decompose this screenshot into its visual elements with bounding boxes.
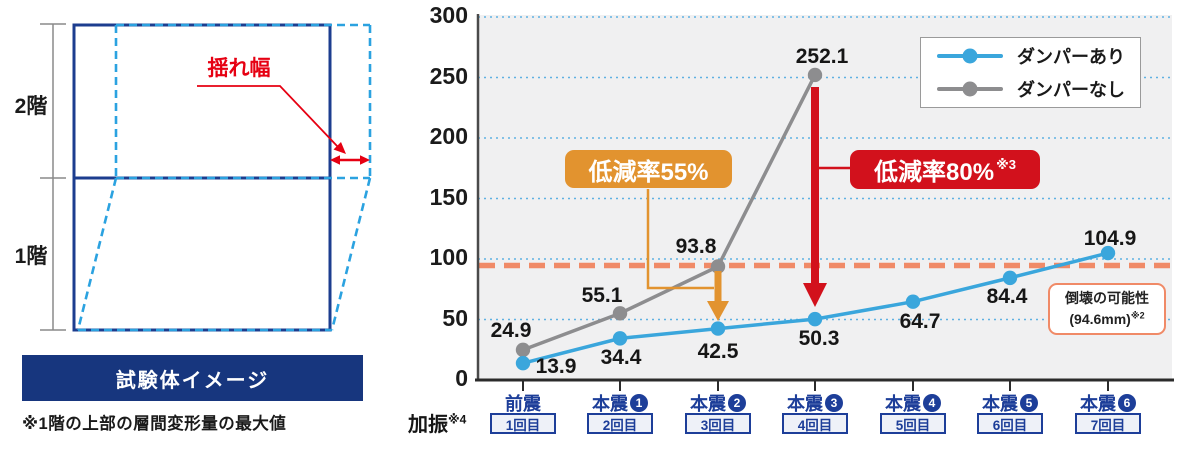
- y-axis-tick-label: 250: [429, 62, 468, 89]
- data-point-label: 104.9: [1083, 227, 1137, 251]
- reduction-80-arrow: [803, 87, 850, 307]
- data-point-label: 42.5: [697, 339, 739, 363]
- y-axis-tick-label: 300: [429, 2, 468, 28]
- legend-dot-icon: [962, 48, 978, 64]
- data-point-label: 24.9: [490, 318, 532, 342]
- data-point-label: 55.1: [581, 284, 623, 308]
- x-axis-footnote-marker: ※4: [448, 412, 467, 427]
- x-category-label: 本震 3: [760, 392, 870, 414]
- specimen-diagram: [40, 23, 372, 332]
- data-point-label: 252.1: [795, 44, 849, 68]
- legend-label: ダンパーあり: [1017, 47, 1125, 67]
- y-axis-tick-label: 150: [429, 183, 468, 210]
- x-category-number-badge: 5: [1020, 393, 1038, 412]
- x-axis-title: 加振※4: [408, 412, 467, 436]
- chart-series: [515, 67, 1116, 371]
- sway-width-label: 揺れ幅: [207, 57, 271, 80]
- x-category-label: 本震 4: [858, 392, 968, 414]
- chart-legend: ダンパーあり ダンパーなし: [920, 37, 1141, 108]
- chart-axes: [475, 14, 1174, 382]
- x-category-number-badge: 4: [923, 393, 941, 412]
- floor2-label: 2階: [14, 95, 48, 118]
- y-axis-tick-label: 50: [442, 304, 468, 331]
- collapse-risk-callout: 倒壊の可能性 (94.6mm)※2: [1048, 283, 1166, 335]
- x-category-round-label: 1回目: [490, 413, 556, 434]
- legend-dot-icon: [962, 81, 978, 97]
- x-category-round-label: 3回目: [685, 413, 751, 434]
- x-category-number-badge: 6: [1118, 393, 1136, 412]
- collapse-risk-line1: 倒壊の可能性: [1065, 290, 1149, 306]
- x-category-label: 前震: [505, 393, 541, 414]
- data-point-label: 50.3: [798, 327, 840, 351]
- sway-annotation: [197, 85, 370, 165]
- specimen-deformed-outline: [76, 23, 372, 332]
- reduction-55-callout: 低減率55%: [565, 150, 732, 188]
- y-axis-tick-label: 200: [429, 123, 468, 149]
- reduction-80-footnote-marker: ※3: [996, 156, 1016, 172]
- height-bracket: [40, 23, 66, 331]
- x-category-round-label: 4回目: [782, 413, 848, 434]
- collapse-risk-footnote-marker: ※2: [1130, 310, 1145, 321]
- reduction-55-text: 低減率55%: [588, 158, 709, 186]
- x-category-round-label: 5回目: [880, 413, 946, 434]
- specimen-caption: 試験体イメージ: [115, 369, 270, 392]
- data-point-label: 84.4: [986, 284, 1028, 308]
- footnote-1f-max: ※1階の上部の層間変形量の最大値: [22, 415, 287, 433]
- x-category-label: 本震 2: [663, 392, 773, 414]
- reduction-80-callout: 低減率80% ※3: [850, 150, 1040, 189]
- x-category-round-label: 2回目: [587, 413, 653, 434]
- x-category-number-badge: 3: [825, 393, 843, 412]
- x-category-label: 本震 6: [1053, 392, 1163, 414]
- legend-line-icon: [937, 48, 1003, 64]
- legend-line-icon: [937, 81, 1003, 97]
- x-category-round-label: 6回目: [977, 413, 1043, 434]
- x-category-number-badge: 2: [728, 393, 746, 412]
- data-point-label: 64.7: [899, 309, 941, 333]
- specimen-caption-banner: 試験体イメージ: [22, 355, 363, 401]
- legend-item-without-damper: ダンパーなし: [937, 75, 1140, 103]
- reduction-80-text: 低減率80%: [874, 159, 995, 186]
- reduction-55-arrow: [646, 189, 729, 321]
- collapse-risk-line2: (94.6mm)※2: [1069, 310, 1145, 327]
- x-axis-ticks: [522, 381, 1109, 391]
- y-axis-tick-label: 0: [455, 365, 468, 391]
- data-point-label: 13.9: [535, 355, 577, 379]
- x-category-round-label: 7回目: [1075, 413, 1141, 434]
- data-point-label: 34.4: [600, 346, 642, 370]
- x-category-label: 本震 5: [955, 392, 1065, 414]
- x-category-label: 本震 1: [565, 392, 675, 414]
- legend-item-with-damper: ダンパーあり: [937, 42, 1140, 70]
- data-point-label: 93.8: [675, 234, 717, 258]
- legend-label: ダンパーなし: [1017, 80, 1125, 100]
- x-category-number-badge: 1: [630, 393, 648, 412]
- y-axis-tick-label: 100: [429, 244, 468, 270]
- floor1-label: 1階: [14, 245, 48, 268]
